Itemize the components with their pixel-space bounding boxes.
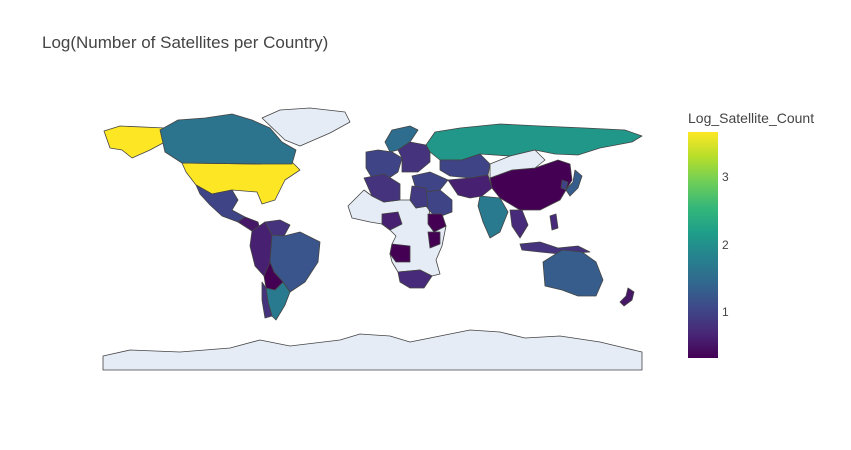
- country-ethiopia[interactable]: [427, 213, 447, 233]
- colorbar-title: Log_Satellite_Count: [688, 110, 815, 126]
- country-alaska-us[interactable]: [103, 125, 166, 159]
- country-australia[interactable]: [542, 249, 604, 297]
- country-nigeria[interactable]: [381, 211, 403, 231]
- country-mongolia[interactable]: [489, 149, 546, 179]
- colorbar-tick-3: 3: [722, 170, 729, 184]
- country-venezuela[interactable]: [264, 219, 291, 237]
- country-new-zealand[interactable]: [619, 287, 635, 307]
- country-western-europe[interactable]: [365, 149, 403, 181]
- colorbar: [688, 132, 718, 358]
- country-south-africa[interactable]: [397, 269, 433, 289]
- country-iran-pakistan[interactable]: [447, 174, 493, 199]
- country-eastern-europe[interactable]: [397, 141, 431, 173]
- countries-layer: [102, 107, 643, 371]
- chart-title: Log(Number of Satellites per Country): [42, 33, 329, 52]
- country-kenya[interactable]: [427, 231, 441, 249]
- country-philippines[interactable]: [549, 213, 559, 231]
- country-antarctica[interactable]: [102, 329, 643, 371]
- country-south-korea[interactable]: [560, 179, 569, 191]
- country-canada[interactable]: [159, 113, 297, 165]
- country-japan[interactable]: [565, 169, 583, 197]
- country-algeria[interactable]: [363, 173, 401, 203]
- country-angola[interactable]: [389, 243, 411, 263]
- country-southeast-asia[interactable]: [509, 209, 529, 239]
- country-greenland[interactable]: [261, 107, 351, 147]
- country-egypt[interactable]: [409, 185, 429, 209]
- colorbar-tick-2: 2: [722, 238, 729, 252]
- colorbar-tick-1: 1: [722, 305, 729, 319]
- country-chile[interactable]: [261, 281, 273, 319]
- country-india[interactable]: [477, 195, 509, 239]
